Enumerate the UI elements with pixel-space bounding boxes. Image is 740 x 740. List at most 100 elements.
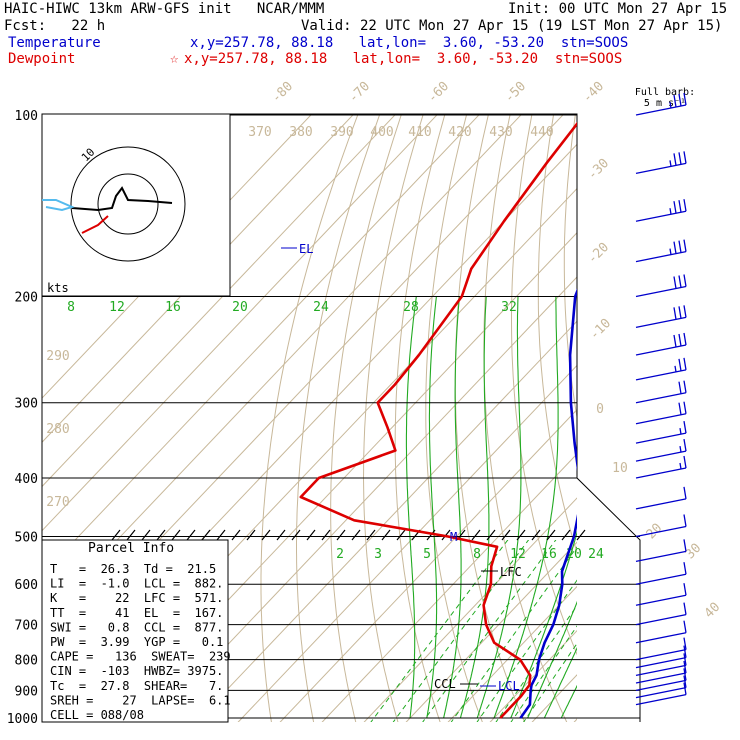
wind-barb-flag [683, 682, 687, 695]
wind-barb [635, 562, 687, 585]
dry-adiabat-line [394, 114, 446, 722]
wind-barb-staff [635, 648, 687, 661]
legend-temperature-label: Temperature [8, 35, 101, 51]
mixing-ratio-line [450, 546, 577, 722]
wind-barb-half-flag [669, 101, 672, 109]
wind-barb-half-flag [679, 427, 682, 435]
temperature-profile-line [519, 288, 577, 719]
wind-barb [635, 539, 687, 563]
pressure-tick-label: 300 [15, 397, 38, 412]
wind-barb-half-flag [669, 160, 672, 167]
wind-barb-flag [683, 583, 687, 596]
wind-barb-half-flag [679, 462, 682, 470]
dry-adiabat-line [684, 87, 740, 730]
isotherm-label: -30 [585, 156, 612, 183]
dry-adiabat-line [425, 114, 483, 722]
wind-barb-flag [683, 562, 687, 575]
wind-barb-flag [673, 241, 677, 254]
isotherm-label: -70 [346, 79, 373, 106]
isotherm-label: -50 [502, 79, 529, 106]
hodograph-frame [41, 113, 231, 297]
wind-barb [635, 455, 687, 479]
isotherm-label: 40 [702, 600, 724, 622]
dry-adiabat-label: 430 [489, 125, 512, 140]
wind-barb [635, 660, 687, 684]
isotherm-line [531, 674, 577, 722]
wind-barb-flag [678, 93, 682, 107]
legend-dewpoint-label: Dewpoint [8, 51, 76, 67]
wind-barb-staff [635, 250, 687, 263]
mixing-ratio-line [392, 540, 530, 722]
wind-barb-half-flag [669, 248, 672, 255]
dry-adiabat-line [537, 114, 577, 555]
dry-adiabat-line [260, 114, 359, 722]
wind-barb-staff [635, 285, 687, 298]
wind-barb [635, 199, 687, 222]
wind-barb-flag [683, 151, 687, 164]
wind-barb-staff [635, 162, 687, 175]
mixing-ratio-label: 5 [423, 547, 431, 562]
wind-barb-flag [683, 602, 687, 615]
wind-barb-staff [635, 550, 687, 563]
isotherm-label: -20 [585, 240, 612, 267]
moist-adiabat-line [543, 646, 577, 719]
wind-barb-flag [683, 620, 687, 633]
wind-barb-flag [683, 455, 687, 469]
dry-adiabat-line [661, 87, 740, 730]
mixing-ratio-line [510, 625, 577, 722]
isotherm-label: 0 [596, 402, 604, 417]
wind-barb-staff [635, 679, 687, 692]
wind-barb [635, 653, 687, 677]
pressure-tick-label: 100 [15, 109, 38, 124]
wind-barb-flag [683, 420, 687, 434]
moist-adiabat-line [527, 600, 577, 719]
legend-temperature-info: x,y=257.78, 88.18 lat,lon= 3.60, -53.20 … [190, 35, 629, 51]
parcel-level-markers: EL LFC LCL CCL M [281, 242, 522, 693]
wind-barb-flag [683, 514, 687, 527]
parcel-info-row: CAPE = 136 SWEAT= 239 [50, 650, 231, 664]
header-title: HAIC-HIWC 13km ARW-GFS init NCAR/MMM [4, 1, 325, 17]
parcel-info-row: CELL = 088/08 [50, 708, 144, 722]
moist-adiabat-line [443, 296, 462, 719]
moist-adiabat-label: 28 [403, 300, 419, 315]
wind-barb-flag [683, 486, 687, 500]
isotherm-line [608, 87, 740, 730]
isotherm-line [279, 408, 577, 722]
moist-adiabat-label: 20 [232, 300, 248, 315]
moist-adiabat-line [560, 684, 577, 719]
wind-barb-flag [678, 306, 682, 319]
isotherm-line [153, 276, 577, 722]
wind-barb-flag [683, 539, 687, 552]
wind-barb-staff [635, 525, 687, 538]
mixing-ratio-label: 24 [588, 547, 604, 562]
wind-barb [635, 645, 687, 669]
wind-barb-flag [678, 402, 682, 415]
wind-barb-half-flag [669, 208, 672, 215]
wind-barb-staff [635, 413, 687, 425]
isotherm-line [42, 114, 523, 620]
parcel-info-frame [41, 539, 229, 723]
wind-barb-flag [683, 637, 687, 650]
isotherm-line [42, 114, 439, 532]
wind-barb-staff [635, 344, 687, 356]
wind-barb [635, 583, 687, 606]
wind-barb-staff [635, 594, 687, 606]
wind-barb-flag [678, 152, 682, 165]
wind-barb [635, 637, 687, 661]
wind-barb-flag [678, 381, 682, 394]
wind-barb [635, 682, 687, 706]
header-valid-time: Valid: 22 UTC Mon 27 Apr 15 (19 LST Mon … [301, 18, 723, 34]
parcel-info-title: Parcel Info [88, 541, 174, 556]
pressure-tick-label: 800 [15, 654, 38, 669]
isotherm-line [405, 541, 577, 722]
wind-barb-flag [683, 438, 687, 452]
lfc-label: LFC [500, 565, 522, 579]
isotherm-line [42, 114, 481, 576]
dry-adiabat-label: 440 [530, 125, 553, 140]
wind-barb-staff [635, 664, 687, 677]
isotherm-line [42, 114, 313, 399]
wind-barb-staff [635, 450, 687, 462]
dry-adiabat-label: 410 [408, 125, 431, 140]
